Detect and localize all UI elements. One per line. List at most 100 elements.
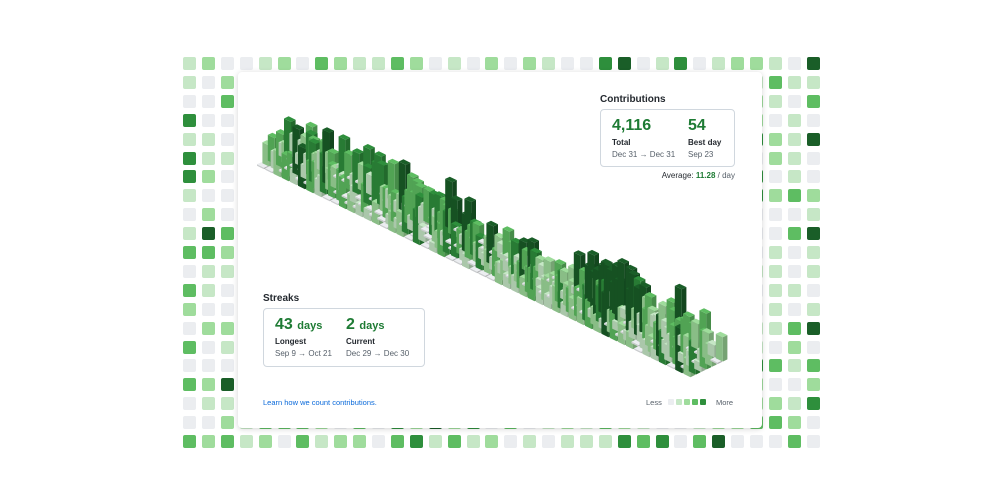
grid-cell <box>220 75 234 89</box>
grid-cell <box>787 94 801 108</box>
grid-cell <box>787 321 801 335</box>
total-value: 4,116 <box>612 117 652 134</box>
grid-cell <box>768 94 782 108</box>
grid-cell <box>183 57 196 70</box>
grid-cell <box>579 435 593 448</box>
grid-cell <box>353 435 367 448</box>
grid-cell <box>220 227 234 241</box>
grid-cell <box>447 435 461 448</box>
grid-cell <box>712 435 726 448</box>
grid-cell <box>220 397 234 411</box>
contributions-stat-box: 4,116 Total Dec 31 → Dec 31 54 Best day … <box>600 109 735 167</box>
grid-cell <box>183 151 196 165</box>
grid-cell <box>239 435 253 448</box>
grid-cell <box>768 132 782 146</box>
grid-cell <box>636 57 650 70</box>
grid-cell <box>201 416 215 430</box>
grid-cell <box>372 435 385 448</box>
grid-cell <box>768 397 782 411</box>
grid-cell <box>806 208 820 222</box>
contribution-tower <box>715 331 728 362</box>
grid-cell <box>787 132 801 146</box>
grid-cell <box>201 75 215 89</box>
grid-cell <box>183 359 196 373</box>
grid-cell <box>523 57 537 70</box>
grid-cell <box>787 435 801 448</box>
grid-cell <box>220 170 234 184</box>
grid-cell <box>806 378 820 392</box>
grid-cell <box>768 189 782 203</box>
grid-cell <box>504 435 518 448</box>
best-day-date: Sep 23 <box>688 150 714 159</box>
contribution-tower <box>322 194 335 202</box>
grid-cell <box>731 57 745 70</box>
grid-cell <box>220 113 234 127</box>
grid-cell <box>561 435 574 448</box>
average-value: 11.28 <box>695 171 716 180</box>
grid-cell <box>239 57 253 70</box>
grid-cell <box>787 57 801 70</box>
grid-cell <box>220 302 234 316</box>
grid-cell <box>183 227 196 241</box>
grid-cell <box>201 340 215 354</box>
grid-cell <box>277 435 291 448</box>
grid-cell <box>485 57 499 70</box>
grid-cell <box>296 435 310 448</box>
grid-cell <box>183 283 196 297</box>
grid-cell <box>183 302 196 316</box>
grid-cell <box>579 57 593 70</box>
grid-cell <box>768 57 782 70</box>
grid-cell <box>787 227 801 241</box>
grid-cell <box>183 189 196 203</box>
grid-cell <box>523 435 537 448</box>
grid-cell <box>258 435 272 448</box>
grid-cell <box>768 302 782 316</box>
legend-more: More <box>716 398 734 407</box>
grid-cell <box>787 170 801 184</box>
grid-cell <box>542 435 556 448</box>
grid-cell <box>787 302 801 316</box>
grid-cell <box>428 57 442 70</box>
grid-cell <box>447 57 461 70</box>
best-day-value: 54 <box>688 117 706 134</box>
current-streak-value: 2 <box>346 316 355 333</box>
grid-cell <box>768 359 782 373</box>
current-streak-label: Current <box>346 337 375 346</box>
contribution-tower <box>257 162 269 170</box>
grid-cell <box>787 378 801 392</box>
grid-cell <box>201 132 215 146</box>
grid-cell <box>183 132 196 146</box>
grid-cell <box>768 321 782 335</box>
grid-cell <box>768 227 782 241</box>
grid-cell <box>220 416 234 430</box>
grid-cell <box>712 57 726 70</box>
grid-cell <box>598 435 612 448</box>
grid-cell <box>787 283 801 297</box>
streaks-title: Streaks <box>263 293 300 304</box>
grid-cell <box>750 435 763 448</box>
grid-cell <box>693 435 707 448</box>
learn-contributions-link[interactable]: Learn how we count contributions. <box>263 398 377 407</box>
grid-cell <box>806 246 820 259</box>
grid-cell <box>220 378 234 392</box>
grid-cell <box>768 246 782 259</box>
grid-cell <box>768 113 782 127</box>
grid-cell <box>768 416 782 430</box>
grid-cell <box>183 94 196 108</box>
grid-cell <box>598 57 612 70</box>
grid-cell <box>183 75 196 89</box>
grid-cell <box>806 227 820 241</box>
grid-cell <box>806 416 820 430</box>
grid-cell <box>315 57 329 70</box>
current-streak-unit: days <box>359 320 385 332</box>
grid-cell <box>409 435 423 448</box>
grid-cell <box>220 321 234 335</box>
contribution-tower <box>710 357 722 365</box>
grid-cell <box>183 208 196 222</box>
grid-cell <box>466 57 480 70</box>
grid-cell <box>674 57 688 70</box>
grid-cell <box>183 113 196 127</box>
grid-cell <box>220 246 234 259</box>
grid-cell <box>183 397 196 411</box>
grid-cell <box>220 208 234 222</box>
